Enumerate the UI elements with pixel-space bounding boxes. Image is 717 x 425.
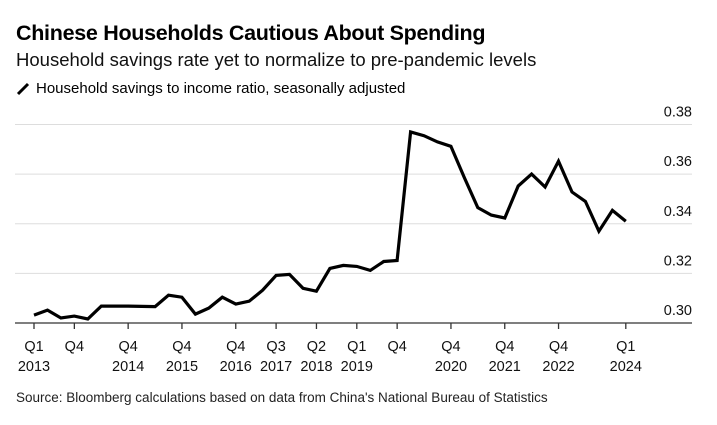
x-tick-label: Q2 bbox=[307, 339, 326, 355]
x-tick-year-label: 2014 bbox=[112, 359, 144, 375]
x-tick-year-label: 2017 bbox=[260, 359, 292, 375]
y-tick-label: 0.32 bbox=[664, 253, 692, 269]
line-swatch-icon bbox=[16, 82, 30, 95]
x-tick-label: Q4 bbox=[441, 339, 460, 355]
x-tick-year-label: 2022 bbox=[542, 359, 574, 375]
x-tick-year-label: 2024 bbox=[610, 359, 642, 375]
y-tick-label: 0.36 bbox=[664, 154, 692, 170]
gridlines bbox=[15, 124, 692, 274]
x-tick-label: Q4 bbox=[65, 339, 84, 355]
x-tick-label: Q4 bbox=[172, 339, 191, 355]
x-tick-label: Q1 bbox=[616, 339, 635, 355]
x-tick-label: Q1 bbox=[347, 339, 366, 355]
x-tick-year-label: 2021 bbox=[489, 359, 521, 375]
x-tick-year-label: 2019 bbox=[341, 359, 373, 375]
x-tick-label: Q4 bbox=[387, 339, 406, 355]
x-tick-year-label: 2016 bbox=[220, 359, 252, 375]
x-axis-ticks: Q1 2013 Q4 Q4 2014 Q4 2015 Q4 2016 Q3 2017 Q2 2018 Q1… bbox=[18, 323, 642, 375]
y-axis-ticks: 0.30 0.32 0.34 0.36 0.38 bbox=[664, 105, 692, 320]
legend-label: Household savings to income ratio, seaso… bbox=[36, 80, 406, 97]
series-line bbox=[33, 129, 627, 321]
source-note: Source: Bloomberg calculations based on … bbox=[16, 390, 548, 405]
chart-title: Chinese Households Cautious About Spendi… bbox=[16, 21, 486, 45]
y-tick-label: 0.30 bbox=[664, 303, 692, 319]
x-tick-label: Q4 bbox=[226, 339, 245, 355]
x-tick-year-label: 2013 bbox=[18, 359, 50, 375]
x-tick-year-label: 2018 bbox=[300, 359, 332, 375]
x-tick-label: Q4 bbox=[549, 339, 568, 355]
line-chart: 0.30 0.32 0.34 0.36 0.38 Q1 2013 Q4 Q4 2014 Q4 201… bbox=[15, 105, 692, 375]
legend: Household savings to income ratio, seaso… bbox=[16, 80, 405, 97]
chart-subtitle: Household savings rate yet to normalize … bbox=[16, 49, 537, 70]
y-tick-label: 0.38 bbox=[664, 105, 692, 121]
x-tick-label: Q1 bbox=[24, 339, 43, 355]
x-tick-label: Q3 bbox=[266, 339, 285, 355]
x-tick-year-label: 2020 bbox=[435, 359, 467, 375]
x-tick-label: Q4 bbox=[118, 339, 137, 355]
x-tick-label: Q4 bbox=[495, 339, 514, 355]
y-tick-label: 0.34 bbox=[664, 204, 692, 220]
x-tick-year-label: 2015 bbox=[166, 359, 198, 375]
